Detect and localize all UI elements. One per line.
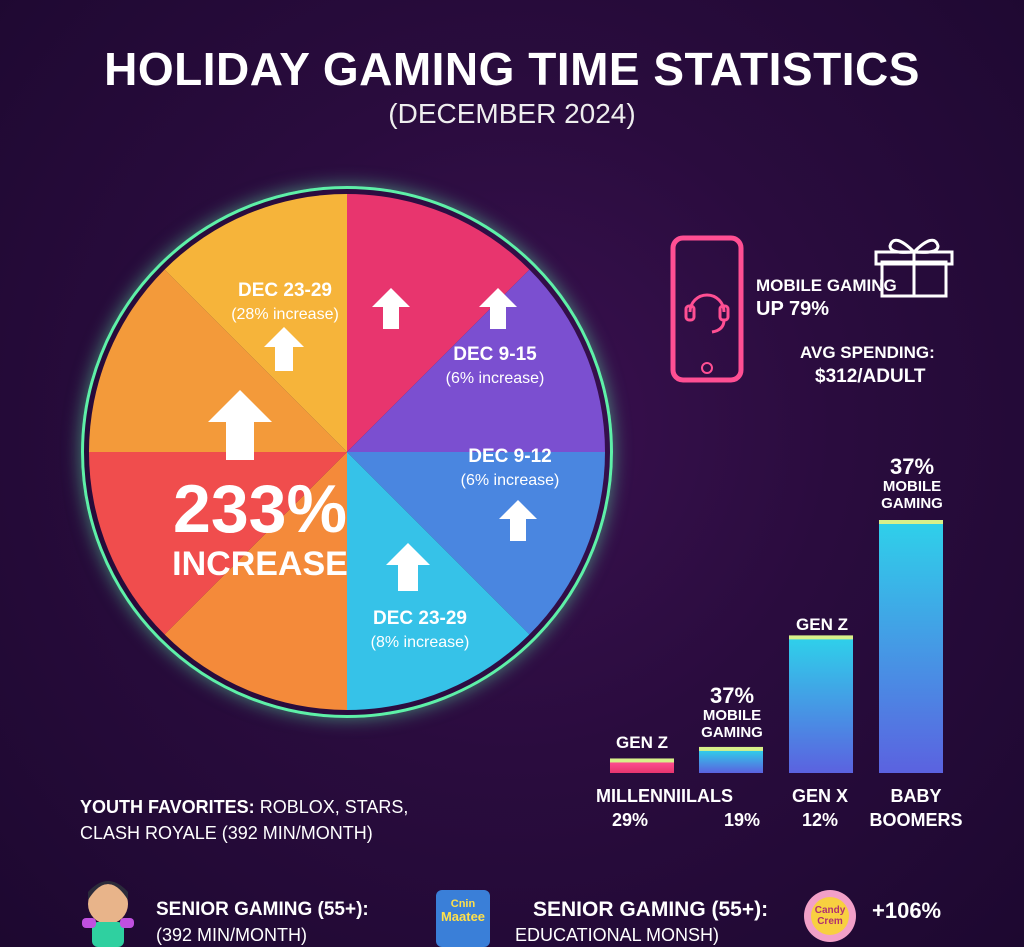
youth-favorites: YOUTH FAVORITES: ROBLOX, STARS, <box>80 797 409 817</box>
mobile-line1: MOBILE GAMING <box>756 276 897 295</box>
pie-ring <box>81 186 613 718</box>
youth-favorites-line2: CLASH ROYALE (392 MIN/MONTH) <box>80 823 373 843</box>
pie-slice <box>164 194 347 452</box>
up-arrow-icon <box>372 288 410 329</box>
up-arrow-icon <box>386 543 430 591</box>
senior-gaming-2-sub: EDUCATIONAL MONSH) <box>515 925 720 945</box>
bar-top-label-3: GEN Z <box>796 615 848 634</box>
candy-logo-text: Candy Crem <box>814 905 846 927</box>
slice-label-dec-23-29-bottom: DEC 23-29 (8% increase) <box>370 608 470 651</box>
bar-bottom-label-4a: BABY <box>890 786 942 806</box>
page-title: HOLIDAY GAMING TIME STATISTICS <box>104 43 920 95</box>
arrows <box>208 288 537 591</box>
bar-bottom-label-4b: BOOMERS <box>869 810 963 830</box>
slice-label-dec-9-15: DEC 9-15 (6% increase) <box>445 344 545 387</box>
bar-bottom-label-3b: 12% <box>801 810 839 830</box>
page-subtitle: (DECEMBER 2024) <box>388 98 636 129</box>
bar-bottom-label-1b: 29% <box>612 810 649 830</box>
pie-slice <box>89 452 347 635</box>
bar <box>789 638 853 773</box>
avg-spending-label: AVG SPENDING: <box>800 343 935 362</box>
candy-logo-icon <box>804 890 856 942</box>
bar-cap <box>699 746 763 751</box>
pie-slice <box>347 269 605 452</box>
bar-cap <box>789 635 853 640</box>
bar <box>879 523 943 773</box>
game-logo-icon <box>436 890 490 947</box>
phone-button-icon <box>701 362 713 374</box>
senior-gaming-1-sub: (392 MIN/MONTH) <box>156 925 308 945</box>
bar-top-label-1: GEN Z <box>616 733 668 752</box>
game-logo-text: Cnin Maatee <box>440 898 486 925</box>
center-value: 233% <box>173 471 347 547</box>
bar <box>699 749 763 773</box>
mobile-line2: UP 79% <box>756 298 830 320</box>
center-label: INCREASE <box>172 545 348 583</box>
slice-label-dec-9-12: DEC 9-12 (6% increase) <box>460 446 560 489</box>
headset-icon <box>684 293 730 334</box>
phone-icon <box>670 235 744 383</box>
up-arrow-icon <box>264 327 304 371</box>
bar-cap <box>610 758 674 763</box>
bar-bottom-label-3a: GEN X <box>791 786 848 806</box>
up-arrow-icon <box>479 288 517 329</box>
up-arrow-icon <box>208 390 272 460</box>
avg-spending-value: $312/ADULT <box>815 366 926 387</box>
pie-slice <box>347 452 605 635</box>
bar-top-label-2: 37% MOBILE GAMING <box>701 683 763 741</box>
bar <box>610 761 674 773</box>
senior-gaming-1-title: SENIOR GAMING (55+): <box>156 899 369 920</box>
pie-slice <box>347 194 530 452</box>
senior-gaming-2-title: SENIOR GAMING (55+): <box>533 898 769 921</box>
pie-slice <box>89 269 347 452</box>
plus-stat: +106% <box>872 898 942 923</box>
bar-cap <box>879 520 943 524</box>
bar-bottom-label-1a: MILLENNIILALS <box>596 786 733 806</box>
gamer-avatar-icon <box>82 881 134 947</box>
pie-slice <box>164 452 347 710</box>
gift-icon <box>874 238 954 298</box>
bar-bottom-label-2: 19% <box>723 810 761 830</box>
slice-label-dec-23-29-top: DEC 23-29 (28% increase) <box>231 280 339 323</box>
pie-slice <box>347 452 530 710</box>
bar-top-label-4: 37% MOBILE GAMING <box>881 454 943 512</box>
up-arrow-icon <box>499 500 537 541</box>
